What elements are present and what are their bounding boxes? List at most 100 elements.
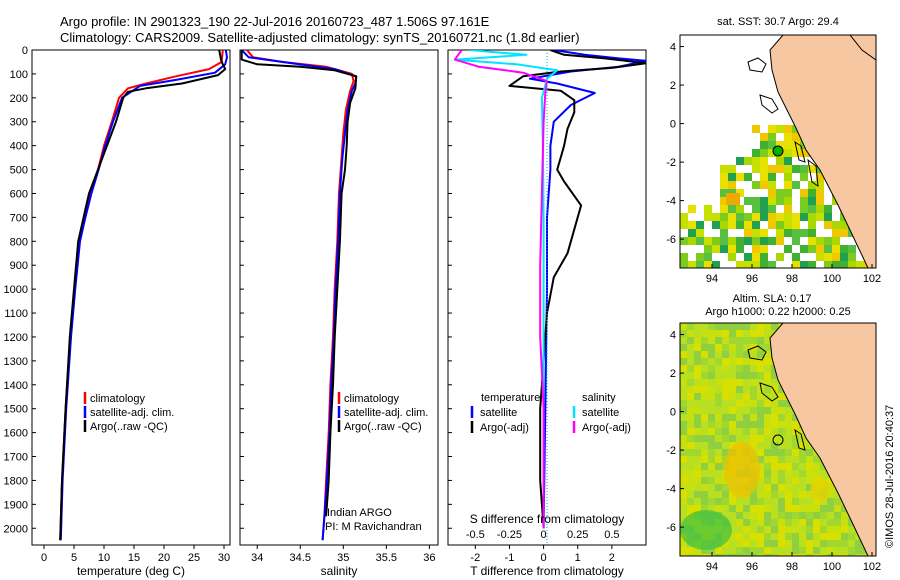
sst-cell: [752, 149, 760, 157]
sla-cell: [729, 428, 736, 435]
sla-cell: [785, 498, 792, 505]
sla-cell: [764, 435, 771, 442]
sla-cell: [743, 421, 750, 428]
sla-cell: [687, 554, 694, 556]
sst-cell: [784, 125, 792, 133]
sla-cell: [687, 379, 694, 386]
sla-cell: [736, 393, 743, 400]
sla-cell: [778, 477, 785, 484]
sla-cell: [785, 540, 792, 547]
sst-cell: [768, 261, 776, 268]
sst-cell: [736, 237, 744, 245]
sst-cell: [752, 181, 760, 189]
sla-cell: [694, 414, 701, 421]
sst-cell: [784, 181, 792, 189]
sla-cell: [771, 372, 778, 379]
sla-cell: [771, 477, 778, 484]
x-tick-label: 102: [863, 561, 881, 573]
sla-cell: [694, 400, 701, 407]
sla-cell: [680, 344, 687, 351]
sla-cell: [687, 477, 694, 484]
sst-cell: [792, 229, 800, 237]
x-tick-label: 15: [128, 552, 140, 564]
sla-cell: [834, 498, 841, 505]
sst-cell: [720, 213, 728, 221]
salinity-difference-x-axis: -0.5 -0.25 0 0.25 0.5: [466, 529, 620, 541]
legend-label: Argo(-adj): [582, 422, 631, 434]
sst-cell: [720, 221, 728, 229]
sla-cell: [687, 470, 694, 477]
sla-cell: [757, 442, 764, 449]
sla-cell: [841, 540, 848, 547]
figure-subtitle: Climatology: CARS2009. Satellite-adjuste…: [60, 30, 580, 45]
sla-cell: [757, 393, 764, 400]
sst-cell: [760, 141, 768, 149]
sla-cell: [750, 491, 757, 498]
sst-cell: [784, 197, 792, 205]
sla-cell: [708, 491, 715, 498]
annotation-pi: PI: M Ravichandran: [325, 521, 422, 533]
sla-cell: [778, 414, 785, 421]
sla-cell: [764, 540, 771, 547]
sla-cell: [827, 484, 834, 491]
x-tick-label: 1: [575, 552, 581, 564]
sst-cell: [752, 125, 760, 133]
sla-cell: [715, 400, 722, 407]
sla-cell: [806, 456, 813, 463]
sla-cell: [743, 526, 750, 533]
sla-cell: [694, 323, 701, 330]
sla-cell: [750, 540, 757, 547]
sla-cell: [757, 400, 764, 407]
sla-cell: [736, 386, 743, 393]
sla-cell: [680, 477, 687, 484]
sla-cell: [757, 414, 764, 421]
sla-cell: [701, 386, 708, 393]
sst-cell: [752, 205, 760, 213]
sla-cell: [757, 554, 764, 556]
sla-cell: [820, 512, 827, 519]
sst-cell: [752, 237, 760, 245]
sst-cell: [800, 149, 808, 157]
sla-cell: [757, 477, 764, 484]
sst-cell: [776, 197, 784, 205]
sla-cell: [715, 421, 722, 428]
sst-cell: [824, 221, 832, 229]
sla-cell: [827, 554, 834, 556]
sla-cell: [680, 330, 687, 337]
sla-cell: [771, 498, 778, 505]
sla-cell: [708, 547, 715, 554]
sst-cell: [776, 157, 784, 165]
sst-cell: [720, 245, 728, 253]
sla-cell: [736, 498, 743, 505]
sla-cell: [771, 323, 778, 330]
sst-cell: [760, 197, 768, 205]
sla-cell: [827, 505, 834, 512]
salinity-legend: climatology satellite-adj. clim. Argo(..…: [325, 392, 428, 533]
sla-cell: [722, 365, 729, 372]
legend-label: satellite-adj. clim.: [344, 407, 428, 419]
sla-cell: [771, 393, 778, 400]
sla-cell: [680, 449, 687, 456]
x-tick-label: 96: [746, 273, 758, 285]
sla-cell: [743, 337, 750, 344]
sst-map-title: sat. SST: 30.7 Argo: 29.4: [717, 16, 839, 28]
sla-cell: [764, 393, 771, 400]
sla-cell: [785, 470, 792, 477]
sla-cell: [701, 337, 708, 344]
sla-cell: [792, 435, 799, 442]
sst-cell: [728, 205, 736, 213]
sla-cell: [799, 554, 806, 556]
sst-cell: [712, 213, 720, 221]
sla-cell: [694, 435, 701, 442]
sla-cell: [715, 498, 722, 505]
sla-cell: [729, 498, 736, 505]
sst-cell: [792, 253, 800, 261]
sla-cell: [841, 512, 848, 519]
sla-cell: [855, 547, 862, 554]
sst-cell: [744, 157, 752, 165]
sla-cell: [806, 547, 813, 554]
temperature-plot-frame: [31, 49, 231, 546]
sst-cell: [784, 165, 792, 173]
sla-cell: [792, 456, 799, 463]
sla-cell: [806, 533, 813, 540]
